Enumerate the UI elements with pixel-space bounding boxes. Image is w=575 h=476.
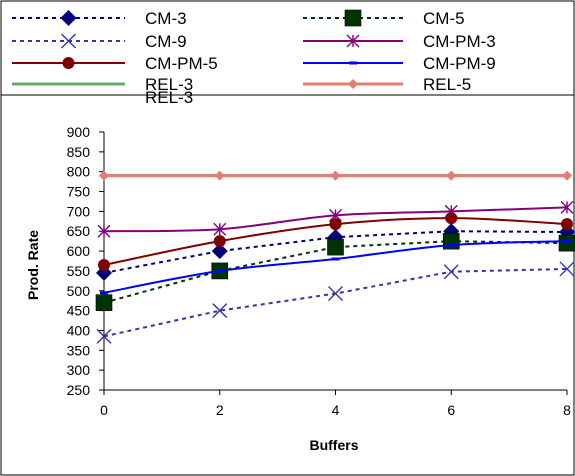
data-point-cm-pm-5 bbox=[329, 218, 342, 231]
data-point-cm-pm-5 bbox=[213, 235, 226, 248]
data-point-cm-pm-9 bbox=[331, 257, 340, 261]
legend-marker-rel-3 bbox=[64, 82, 73, 86]
data-point-rel-5 bbox=[562, 170, 572, 181]
series-line-cm-5 bbox=[103, 240, 568, 304]
series-cm-5 bbox=[95, 232, 575, 311]
y-tick-label: 300 bbox=[67, 362, 91, 378]
legend-label-cm-3: CM-3 bbox=[145, 9, 187, 28]
y-tick-label: 350 bbox=[67, 342, 91, 358]
legend-marker-cm-5 bbox=[344, 9, 362, 27]
x-axis-label: Buffers bbox=[309, 437, 358, 453]
legend-entry-cm-pm-9: CM-PM-9 bbox=[303, 54, 496, 73]
data-point-cm-9 bbox=[212, 303, 228, 319]
y-tick-label: 850 bbox=[67, 144, 91, 160]
data-point-cm-pm-9 bbox=[563, 239, 571, 243]
legend-marker-cm-pm-5 bbox=[62, 57, 75, 69]
legend-marker-cm-pm-9 bbox=[349, 61, 357, 65]
data-point-cm-pm-9 bbox=[100, 291, 108, 295]
legend-entry-rel-3: REL-3 bbox=[12, 75, 193, 94]
data-point-cm-pm-5 bbox=[561, 218, 573, 231]
data-point-rel-5 bbox=[214, 170, 225, 181]
y-tick-label: 650 bbox=[67, 223, 91, 239]
data-point-cm-5 bbox=[558, 234, 575, 252]
data-point-cm-5 bbox=[327, 238, 344, 256]
y-tick-label: 800 bbox=[67, 164, 91, 180]
legend-entry-cm-5: CM-5 bbox=[303, 9, 465, 28]
legend-marker-cm-pm-3 bbox=[346, 34, 360, 48]
y-tick-label: 600 bbox=[67, 243, 91, 259]
y-tick-label: 400 bbox=[67, 322, 91, 338]
data-point-cm-pm-5 bbox=[445, 212, 458, 225]
legend-marker-cm-9 bbox=[61, 33, 76, 49]
legend-label-rel-3: REL-3 bbox=[145, 75, 193, 94]
y-axis-label: Prod. Rate bbox=[25, 230, 41, 300]
legend-entry-cm-pm-3: CM-PM-3 bbox=[303, 32, 496, 51]
y-tick-label: 700 bbox=[67, 203, 91, 219]
y-tick-label: 450 bbox=[67, 303, 91, 319]
legend-label-cm-pm-9: CM-PM-9 bbox=[423, 54, 496, 73]
legend-label-cm-pm-5: CM-PM-5 bbox=[145, 54, 218, 73]
legend-entry-cm-pm-5: CM-PM-5 bbox=[12, 54, 218, 73]
data-point-rel-5 bbox=[330, 170, 341, 181]
y-tick-label: 250 bbox=[67, 382, 91, 398]
legend-label-cm-9: CM-9 bbox=[145, 32, 187, 51]
legend-entry-cm-3: CM-3 bbox=[12, 9, 187, 28]
x-tick-label: 4 bbox=[332, 402, 340, 418]
x-tick-label: 2 bbox=[216, 402, 224, 418]
y-tick-label: 550 bbox=[67, 263, 91, 279]
x-tick-label: 6 bbox=[447, 402, 455, 418]
legend-marker-cm-3 bbox=[60, 10, 77, 26]
legend-entry-cm-9: CM-9 bbox=[12, 32, 187, 51]
data-point-rel-5 bbox=[99, 170, 109, 181]
data-point-cm-3 bbox=[211, 243, 228, 260]
plot-area: 250 300 350 400 450 500 550 600 650 700 750 800 850 9… bbox=[67, 124, 575, 418]
legend-label-cm-pm-3: CM-PM-3 bbox=[423, 32, 496, 51]
series-cm-pm-9 bbox=[100, 239, 571, 295]
data-point-cm-5 bbox=[95, 294, 113, 311]
data-point-cm-5 bbox=[442, 232, 460, 250]
data-point-rel-5 bbox=[446, 170, 457, 181]
y-tick-label: 750 bbox=[67, 184, 91, 200]
data-point-cm-9 bbox=[96, 328, 112, 344]
y-tick-label: 500 bbox=[67, 283, 91, 299]
data-point-cm-pm-3 bbox=[97, 224, 111, 238]
legend-entry-rel-5: REL-5 bbox=[303, 75, 471, 94]
data-point-cm-pm-3 bbox=[560, 200, 574, 214]
legend-overlap-text: REL-3 bbox=[145, 88, 193, 107]
legend-marker-rel-5 bbox=[348, 79, 358, 89]
legend-label-cm-5: CM-5 bbox=[423, 9, 465, 28]
series-rel-5 bbox=[99, 170, 572, 181]
series-cm-pm-5 bbox=[98, 212, 573, 271]
series-cm-9 bbox=[96, 261, 575, 344]
data-point-cm-pm-9 bbox=[215, 269, 224, 273]
data-point-cm-9 bbox=[328, 286, 343, 302]
data-point-cm-pm-5 bbox=[98, 258, 110, 271]
x-tick-label: 0 bbox=[100, 402, 108, 418]
data-point-cm-9 bbox=[443, 264, 459, 280]
data-point-cm-pm-9 bbox=[447, 243, 456, 247]
data-point-cm-9 bbox=[559, 261, 575, 277]
legend-label-rel-5: REL-5 bbox=[423, 75, 471, 94]
y-tick-label: 900 bbox=[67, 124, 91, 140]
x-tick-label: 8 bbox=[563, 402, 571, 418]
data-point-cm-pm-3 bbox=[213, 222, 227, 236]
